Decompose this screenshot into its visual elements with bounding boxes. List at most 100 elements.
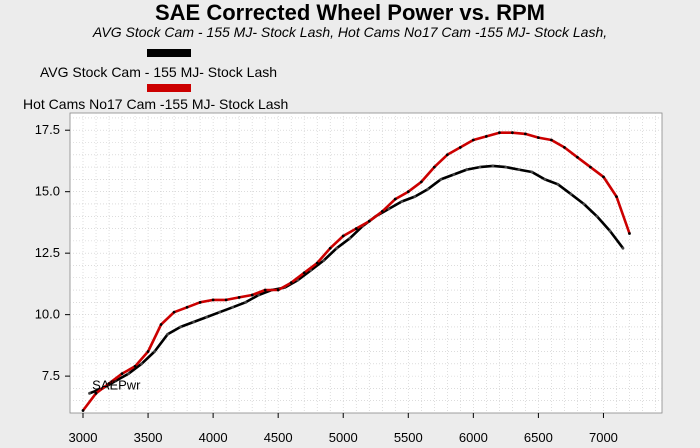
x-tick-label: 5500 xyxy=(394,430,423,445)
chart-subtitle: AVG Stock Cam - 155 MJ- Stock Lash, Hot … xyxy=(92,24,608,40)
x-axis-ticks: 3000 3500 4000 4500 5000 5500 6000 6500 7000 xyxy=(69,413,618,445)
legend-swatch-hotcams xyxy=(147,84,191,92)
y-tick-label: 7.5 xyxy=(42,368,60,383)
series-point-1 xyxy=(211,298,215,302)
y-tick-label: 17.5 xyxy=(35,122,60,137)
y-tick-label: 15.0 xyxy=(35,184,60,199)
series-point-1 xyxy=(497,131,501,135)
series-point-1 xyxy=(276,288,280,292)
series-point-1 xyxy=(107,382,111,385)
x-tick-label: 4500 xyxy=(264,430,293,445)
legend-label-stock: AVG Stock Cam - 155 MJ- Stock Lash xyxy=(40,64,278,80)
x-tick-label: 3000 xyxy=(69,430,98,445)
series-point-1 xyxy=(328,246,332,250)
plot-area xyxy=(69,112,663,414)
series-point-1 xyxy=(159,323,163,326)
y-tick-label: 12.5 xyxy=(35,245,60,260)
series-point-1 xyxy=(536,136,540,139)
x-tick-label: 6500 xyxy=(524,430,553,445)
series-point-1 xyxy=(380,209,384,213)
series-point-1 xyxy=(563,146,566,149)
series-point-0 xyxy=(387,207,391,211)
series-point-0 xyxy=(231,305,235,309)
series-point-1 xyxy=(471,138,475,142)
series-point-1 xyxy=(354,227,358,230)
series-point-1 xyxy=(576,155,579,159)
series-point-1 xyxy=(628,232,631,235)
series-point-0 xyxy=(244,300,248,304)
series-point-0 xyxy=(608,229,612,233)
series-point-0 xyxy=(322,259,326,262)
series-point-1 xyxy=(237,296,241,299)
series-point-1 xyxy=(589,165,592,169)
series-point-1 xyxy=(432,165,436,169)
series-point-0 xyxy=(478,165,482,169)
series-point-1 xyxy=(406,190,410,194)
series-point-0 xyxy=(452,173,456,176)
legend-swatch-stock xyxy=(147,49,191,57)
series-point-1 xyxy=(289,281,293,285)
series-point-1 xyxy=(263,288,267,292)
series-point-0 xyxy=(179,325,182,329)
series-point-1 xyxy=(393,197,397,201)
series-point-0 xyxy=(530,170,534,174)
series-point-0 xyxy=(205,315,209,319)
series-point-0 xyxy=(582,202,586,206)
grid-lines xyxy=(70,113,662,413)
legend-label-hotcams: Hot Cams No17 Cam -155 MJ- Stock Lash xyxy=(23,96,289,112)
series-point-1 xyxy=(315,261,319,265)
series-point-1 xyxy=(120,372,124,376)
series-point-1 xyxy=(146,350,150,353)
series-point-0 xyxy=(569,192,573,196)
series-point-0 xyxy=(140,362,143,366)
series-point-1 xyxy=(302,271,306,275)
series-point-1 xyxy=(224,298,228,302)
series-point-1 xyxy=(172,310,176,314)
x-tick-label: 7000 xyxy=(589,430,618,445)
series-point-1 xyxy=(185,305,189,309)
series-point-0 xyxy=(153,350,156,353)
series-point-0 xyxy=(543,177,547,181)
series-point-1 xyxy=(367,219,371,223)
series-point-0 xyxy=(218,310,222,314)
series-line-0 xyxy=(89,164,625,395)
series-point-1 xyxy=(458,146,462,149)
series-point-0 xyxy=(400,200,404,203)
series-point-0 xyxy=(491,164,495,168)
saepwr-annotation: SAEPwr xyxy=(92,378,141,393)
series-point-0 xyxy=(504,165,508,169)
series-point-1 xyxy=(419,180,423,184)
series-point-1 xyxy=(198,300,202,304)
series-point-0 xyxy=(88,391,91,395)
series-point-0 xyxy=(413,195,417,199)
x-tick-label: 3500 xyxy=(134,430,163,445)
series-point-0 xyxy=(192,320,196,324)
series-point-0 xyxy=(556,182,560,186)
series-point-0 xyxy=(465,168,469,171)
series-point-1 xyxy=(484,134,488,138)
series-point-0 xyxy=(257,293,261,297)
series-point-1 xyxy=(510,131,514,135)
series-point-0 xyxy=(426,187,430,191)
y-axis-ticks: 7.5 10.0 12.5 15.0 17.5 xyxy=(35,122,70,383)
series-point-0 xyxy=(166,332,169,336)
x-tick-label: 4000 xyxy=(199,430,228,445)
series-point-1 xyxy=(523,132,527,136)
series-point-1 xyxy=(250,293,254,297)
series-point-1 xyxy=(341,234,345,238)
series-point-0 xyxy=(127,372,130,376)
y-tick-label: 10.0 xyxy=(35,307,60,322)
series-point-0 xyxy=(348,237,352,240)
series-point-1 xyxy=(133,364,137,368)
series-lines xyxy=(81,131,631,412)
x-tick-label: 5000 xyxy=(329,430,358,445)
series-point-1 xyxy=(94,391,98,395)
series-point-1 xyxy=(615,195,618,199)
series-point-1 xyxy=(550,138,553,142)
chart-title: SAE Corrected Wheel Power vs. RPM xyxy=(155,0,545,25)
series-point-1 xyxy=(81,409,85,412)
series-point-0 xyxy=(335,246,339,250)
series-point-0 xyxy=(621,246,625,250)
series-point-0 xyxy=(517,168,521,171)
